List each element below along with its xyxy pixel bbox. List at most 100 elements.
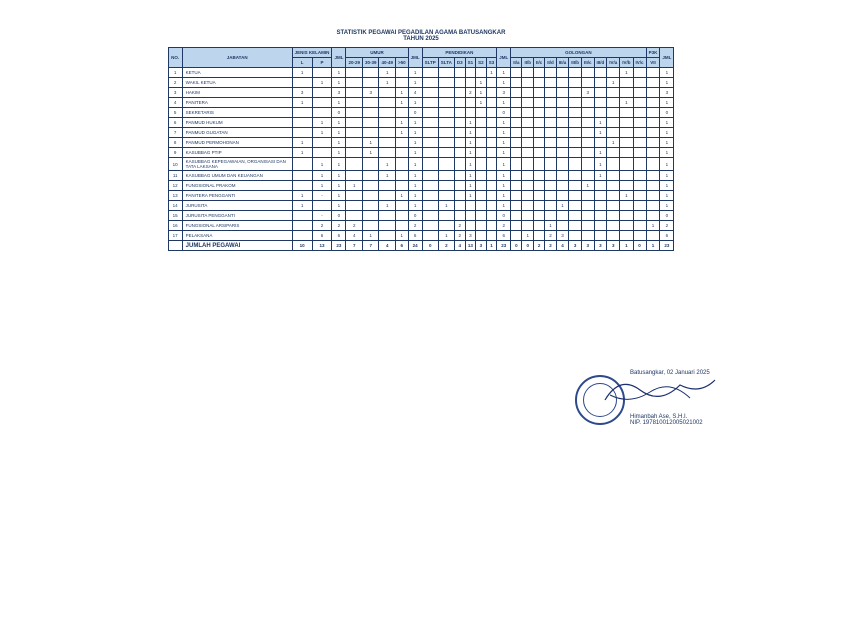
cell bbox=[486, 171, 497, 181]
cell bbox=[454, 181, 465, 191]
cell: 24 bbox=[408, 241, 422, 251]
cell bbox=[556, 118, 569, 128]
cell: 1 bbox=[465, 128, 476, 138]
cell: 1 bbox=[646, 221, 660, 231]
cell: 1 bbox=[594, 171, 607, 181]
cell: 1 bbox=[332, 128, 346, 138]
signature-block: Batusangkar, 02 Januari 2025 Himanbah As… bbox=[590, 370, 710, 426]
cell bbox=[556, 221, 569, 231]
cell: 1 bbox=[465, 181, 476, 191]
h-g6: III/b bbox=[569, 58, 582, 68]
cell: 1 bbox=[395, 98, 408, 108]
cell bbox=[454, 118, 465, 128]
cell bbox=[486, 128, 497, 138]
cell: 6 bbox=[168, 118, 182, 128]
cell bbox=[633, 128, 646, 138]
cell bbox=[422, 158, 438, 171]
cell bbox=[582, 98, 595, 108]
cell: 1 bbox=[594, 148, 607, 158]
cell: 1 bbox=[332, 171, 346, 181]
cell bbox=[556, 148, 569, 158]
cell bbox=[582, 108, 595, 118]
cell bbox=[533, 221, 544, 231]
cell bbox=[545, 68, 557, 78]
cell bbox=[292, 118, 312, 128]
cell: 1 bbox=[465, 158, 476, 171]
cell: 2 bbox=[533, 241, 544, 251]
cell bbox=[582, 211, 595, 221]
cell: 1 bbox=[497, 118, 511, 128]
cell bbox=[511, 128, 522, 138]
cell bbox=[633, 68, 646, 78]
cell: 11 bbox=[168, 171, 182, 181]
cell bbox=[633, 221, 646, 231]
cell bbox=[292, 78, 312, 88]
cell: 2 bbox=[465, 88, 476, 98]
cell bbox=[362, 211, 379, 221]
cell: 23 bbox=[497, 241, 511, 251]
cell: KASUBBAG KEPEGAWAIAN, ORGANISASI DAN TAT… bbox=[182, 158, 292, 171]
cell bbox=[569, 128, 582, 138]
cell bbox=[486, 211, 497, 221]
cell bbox=[545, 78, 557, 88]
cell bbox=[362, 128, 379, 138]
cell bbox=[607, 98, 620, 108]
cell bbox=[633, 88, 646, 98]
cell bbox=[646, 78, 660, 88]
cell bbox=[395, 201, 408, 211]
cell bbox=[522, 211, 534, 221]
h-p6: S3 bbox=[486, 58, 497, 68]
cell bbox=[465, 221, 476, 231]
cell bbox=[569, 98, 582, 108]
h-g1: II/a bbox=[511, 58, 522, 68]
cell: 1 bbox=[362, 138, 379, 148]
cell: 0 bbox=[332, 211, 346, 221]
cell bbox=[569, 88, 582, 98]
h-jml3: JML bbox=[497, 48, 511, 68]
cell bbox=[438, 171, 454, 181]
h-jk: JENIS KELAMIN bbox=[292, 48, 332, 58]
cell bbox=[465, 211, 476, 221]
cell bbox=[556, 108, 569, 118]
cell: 4 bbox=[168, 98, 182, 108]
cell bbox=[346, 78, 363, 88]
cell bbox=[292, 181, 312, 191]
cell bbox=[486, 138, 497, 148]
cell bbox=[438, 221, 454, 231]
cell bbox=[569, 148, 582, 158]
cell bbox=[395, 138, 408, 148]
cell bbox=[533, 128, 544, 138]
cell bbox=[569, 231, 582, 241]
cell bbox=[292, 221, 312, 231]
cell bbox=[454, 78, 465, 88]
cell: 1 bbox=[497, 201, 511, 211]
cell: 1 bbox=[497, 158, 511, 171]
cell bbox=[511, 181, 522, 191]
cell bbox=[422, 118, 438, 128]
cell bbox=[486, 88, 497, 98]
cell bbox=[556, 68, 569, 78]
h-g7: III/c bbox=[582, 58, 595, 68]
cell: 7 bbox=[346, 241, 363, 251]
cell bbox=[582, 138, 595, 148]
cell bbox=[486, 98, 497, 108]
cell bbox=[465, 201, 476, 211]
cell: 1 bbox=[497, 128, 511, 138]
cell bbox=[522, 191, 534, 201]
cell bbox=[620, 158, 633, 171]
cell bbox=[646, 108, 660, 118]
cell bbox=[569, 181, 582, 191]
cell bbox=[292, 128, 312, 138]
cell bbox=[486, 78, 497, 88]
cell bbox=[633, 148, 646, 158]
cell: 23 bbox=[660, 241, 674, 251]
h-u2: 30-39 bbox=[362, 58, 379, 68]
cell: 0 bbox=[408, 211, 422, 221]
cell bbox=[379, 211, 396, 221]
cell: 1 bbox=[312, 181, 332, 191]
cell: 1 bbox=[465, 171, 476, 181]
cell: 5 bbox=[168, 108, 182, 118]
cell bbox=[646, 191, 660, 201]
cell bbox=[292, 108, 312, 118]
cell bbox=[582, 191, 595, 201]
